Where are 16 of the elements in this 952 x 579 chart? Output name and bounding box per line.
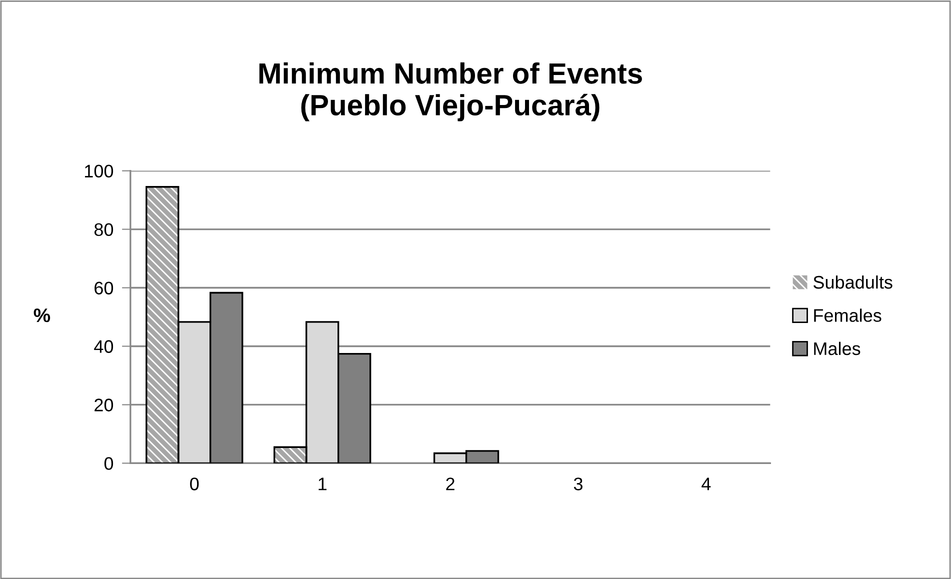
x-tick-label: 1	[318, 478, 326, 490]
y-tick-label: 0	[104, 457, 114, 470]
legend-label: Females	[814, 308, 882, 322]
y-tick-label: 20	[94, 398, 114, 412]
y-axis-title: %	[34, 308, 50, 322]
x-tick-label: 4	[702, 478, 711, 490]
legend-label: Males	[814, 342, 860, 356]
legend-label: Subadults	[813, 275, 892, 289]
y-tick-label: 80	[94, 223, 114, 236]
y-tick-label: 100	[85, 164, 114, 178]
x-tick-label: 3	[574, 478, 582, 490]
y-tick-label: 60	[94, 282, 114, 294]
y-tick-label: 40	[94, 340, 114, 353]
x-tick-label: 2	[446, 478, 454, 490]
x-tick-label: 0	[190, 478, 199, 490]
chart-title: Minimum Number of Events (Pueblo Viejo-Pucará)	[259, 62, 642, 122]
